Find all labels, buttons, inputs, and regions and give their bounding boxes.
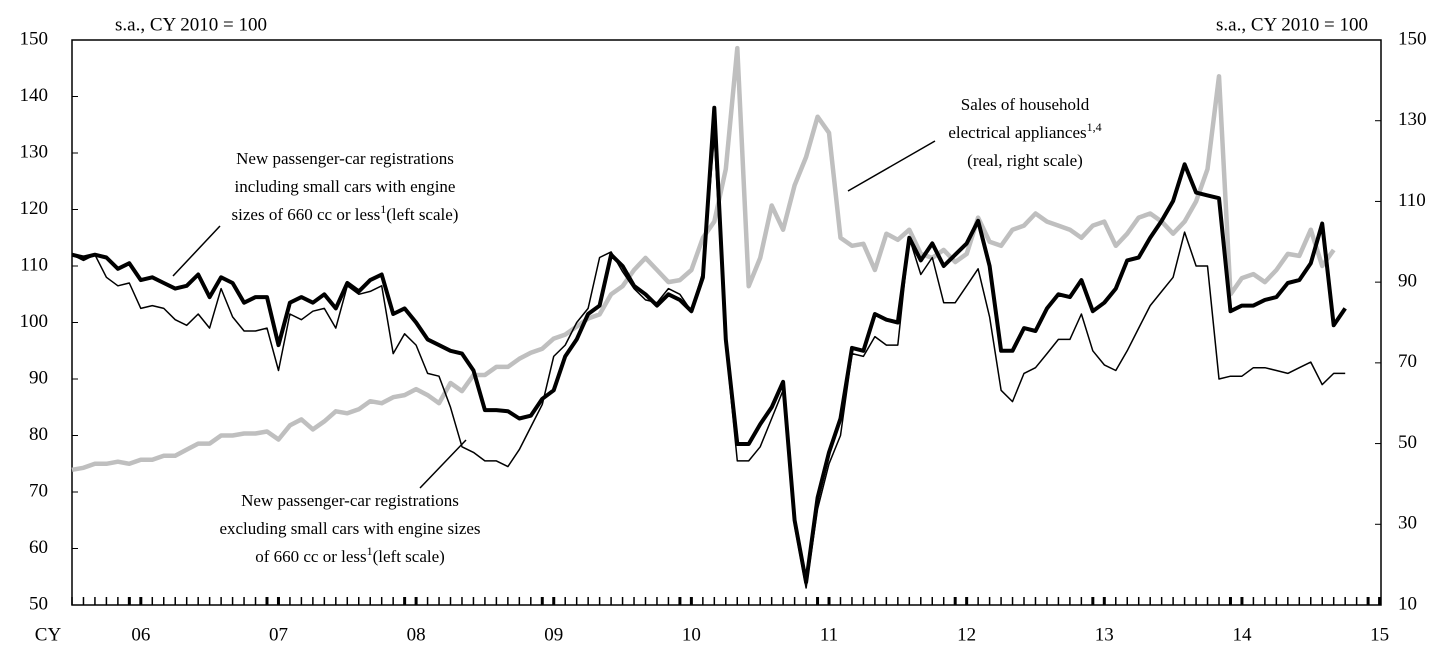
annotation-text: excluding small cars with engine sizes xyxy=(219,519,480,538)
annotation-line: Sales of household xyxy=(961,95,1090,114)
y-tick-label: 90 xyxy=(29,367,48,388)
x-tick-label: 14 xyxy=(1232,624,1252,645)
y-tick-label: 150 xyxy=(20,28,49,49)
y-tick-label: 140 xyxy=(20,85,49,106)
annotation-text: including small cars with engine xyxy=(235,177,456,196)
y2-tick-label: 90 xyxy=(1398,271,1417,292)
x-tick-label: 10 xyxy=(682,624,701,645)
annotation-leader xyxy=(419,439,467,489)
x-tick-label: 12 xyxy=(957,624,976,645)
x-tick-label: 09 xyxy=(544,624,563,645)
annotation-tail: (left scale) xyxy=(373,547,445,566)
annotation-leader xyxy=(847,140,936,192)
annotation-text: (real, right scale) xyxy=(967,151,1083,170)
annotation-text: sizes of 660 cc or less1(left scale) xyxy=(232,202,459,224)
y2-tick-label: 30 xyxy=(1398,513,1417,534)
annotation-sup: 1 xyxy=(380,202,386,216)
series-line xyxy=(71,45,1336,473)
x-tick-label: 08 xyxy=(407,624,426,645)
annotation-sup: 1,4 xyxy=(1087,120,1102,134)
y-tick-label: 50 xyxy=(29,593,48,614)
annotation-text: Sales of household xyxy=(961,95,1090,114)
x-tick-label: CY xyxy=(35,624,62,645)
y2-tick-label: 130 xyxy=(1398,109,1427,130)
x-tick-label: 13 xyxy=(1095,624,1114,645)
x-tick-label: 15 xyxy=(1370,624,1389,645)
annotation-line: New passenger-car registrations xyxy=(241,491,459,510)
annotation-sup: 1 xyxy=(367,544,373,558)
annotation-text: New passenger-car registrations xyxy=(241,491,459,510)
y2-tick-label: 150 xyxy=(1398,28,1427,49)
annotation-tail: (left scale) xyxy=(386,205,458,224)
y2-tick-label: 110 xyxy=(1398,190,1426,211)
right-axis-unit: s.a., CY 2010 = 100 xyxy=(1216,14,1368,35)
x-tick-label: 07 xyxy=(269,624,288,645)
y-tick-label: 60 xyxy=(29,537,48,558)
y-tick-label: 130 xyxy=(20,141,49,162)
annotation-text: electrical appliances1,4 xyxy=(948,120,1101,142)
x-tick-label: 06 xyxy=(131,624,150,645)
annotation-line: including small cars with engine xyxy=(235,177,456,196)
annotation-line: electrical appliances xyxy=(948,123,1086,142)
y-tick-label: 120 xyxy=(20,198,49,219)
annotation-leader xyxy=(172,225,221,277)
series-line xyxy=(71,105,1347,585)
y-tick-label: 70 xyxy=(29,480,48,501)
annotation-text: New passenger-car registrations xyxy=(236,149,454,168)
annotation-line: sizes of 660 cc or less xyxy=(232,205,381,224)
annotation-line: excluding small cars with engine sizes xyxy=(219,519,480,538)
left-axis-unit: s.a., CY 2010 = 100 xyxy=(115,14,267,35)
y2-tick-label: 10 xyxy=(1398,593,1417,614)
x-tick-label: 11 xyxy=(820,624,838,645)
annotation-line: (real, right scale) xyxy=(967,151,1083,170)
y-tick-label: 80 xyxy=(29,424,48,445)
y2-tick-label: 50 xyxy=(1398,432,1417,453)
annotation-line: New passenger-car registrations xyxy=(236,149,454,168)
y-tick-label: 110 xyxy=(20,254,48,275)
y2-tick-label: 70 xyxy=(1398,351,1417,372)
y-tick-label: 100 xyxy=(20,311,49,332)
annotation-text: of 660 cc or less1(left scale) xyxy=(255,544,445,566)
annotation-line: of 660 cc or less xyxy=(255,547,366,566)
